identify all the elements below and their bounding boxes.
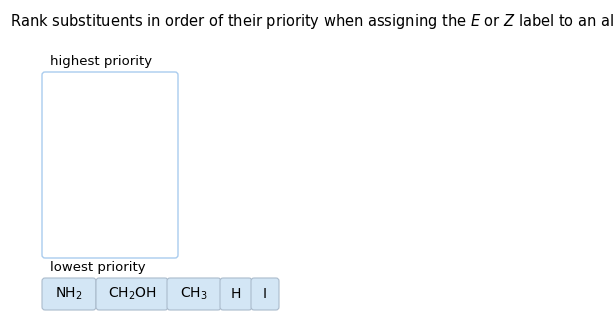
FancyBboxPatch shape bbox=[42, 72, 178, 258]
Text: Rank substituents in order of their priority when assigning the $\it{E}$ or $\it: Rank substituents in order of their prio… bbox=[10, 12, 613, 31]
Text: CH$_3$: CH$_3$ bbox=[180, 286, 208, 302]
FancyBboxPatch shape bbox=[251, 278, 279, 310]
FancyBboxPatch shape bbox=[42, 278, 96, 310]
Text: highest priority: highest priority bbox=[50, 55, 152, 68]
Text: CH$_2$OH: CH$_2$OH bbox=[108, 286, 156, 302]
Text: I: I bbox=[263, 287, 267, 301]
Text: H: H bbox=[231, 287, 241, 301]
FancyBboxPatch shape bbox=[96, 278, 168, 310]
FancyBboxPatch shape bbox=[220, 278, 252, 310]
Text: NH$_2$: NH$_2$ bbox=[55, 286, 83, 302]
FancyBboxPatch shape bbox=[167, 278, 221, 310]
Text: lowest priority: lowest priority bbox=[50, 261, 146, 274]
